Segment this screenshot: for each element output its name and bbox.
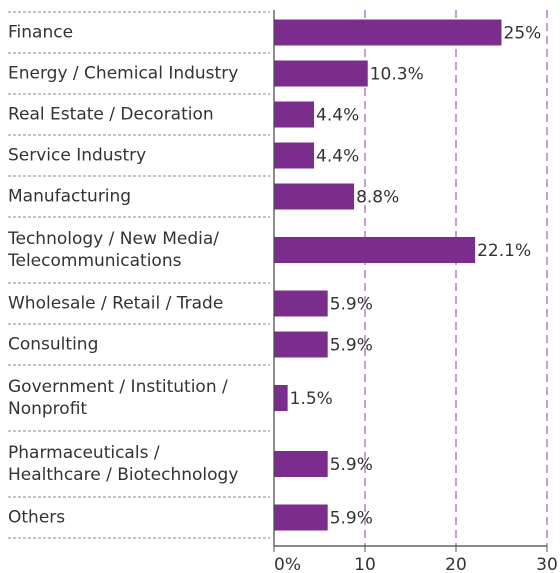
bar <box>274 183 355 210</box>
bar <box>274 504 328 531</box>
category-line: Pharmaceuticals / <box>8 443 160 463</box>
category-label: Consulting <box>8 335 98 355</box>
bar <box>274 290 328 317</box>
category-label: Manufacturing <box>8 187 131 207</box>
category-label: Technology / New Media/Telecommunication… <box>7 229 219 271</box>
value-label: 5.9% <box>330 336 373 356</box>
value-label: 4.4% <box>316 147 359 167</box>
value-label: 8.8% <box>356 188 399 208</box>
category-label: Real Estate / Decoration <box>8 105 214 125</box>
category-label: Energy / Chemical Industry <box>8 64 238 84</box>
bar <box>274 60 368 87</box>
bar <box>274 331 328 358</box>
category-line: Nonprofit <box>8 399 87 419</box>
bar <box>274 385 288 411</box>
x-tick-label: 30 <box>536 555 558 573</box>
bar <box>274 142 315 169</box>
value-label: 22.1% <box>477 241 531 261</box>
bar <box>274 19 502 46</box>
x-tick-label: 20 <box>445 555 467 573</box>
value-label: 10.3% <box>370 65 424 85</box>
category-line: Telecommunications <box>7 251 182 271</box>
category-label: Government / Institution / Nonprofit <box>8 377 228 419</box>
bar <box>274 101 315 128</box>
category-line: Technology / New Media/ <box>7 229 219 249</box>
value-label: 1.5% <box>290 389 333 409</box>
category-line: Government / Institution / <box>8 377 228 397</box>
bar <box>274 237 476 263</box>
x-tick-label: 0% <box>274 555 301 573</box>
category-label: Finance <box>8 23 73 43</box>
value-label: 5.9% <box>330 455 373 475</box>
category-label: Service Industry <box>8 146 146 166</box>
value-label: 25% <box>504 24 542 44</box>
bar <box>274 451 328 477</box>
category-label: Pharmaceuticals / Healthcare / Biotechnol… <box>8 443 238 485</box>
value-label: 5.9% <box>330 295 373 315</box>
category-label: Others <box>8 508 65 528</box>
category-line: Healthcare / Biotechnology <box>8 465 238 485</box>
x-tick-label: 10 <box>354 555 376 573</box>
value-label: 4.4% <box>316 106 359 126</box>
value-label: 5.9% <box>330 509 373 529</box>
category-label: Wholesale / Retail / Trade <box>8 294 223 314</box>
